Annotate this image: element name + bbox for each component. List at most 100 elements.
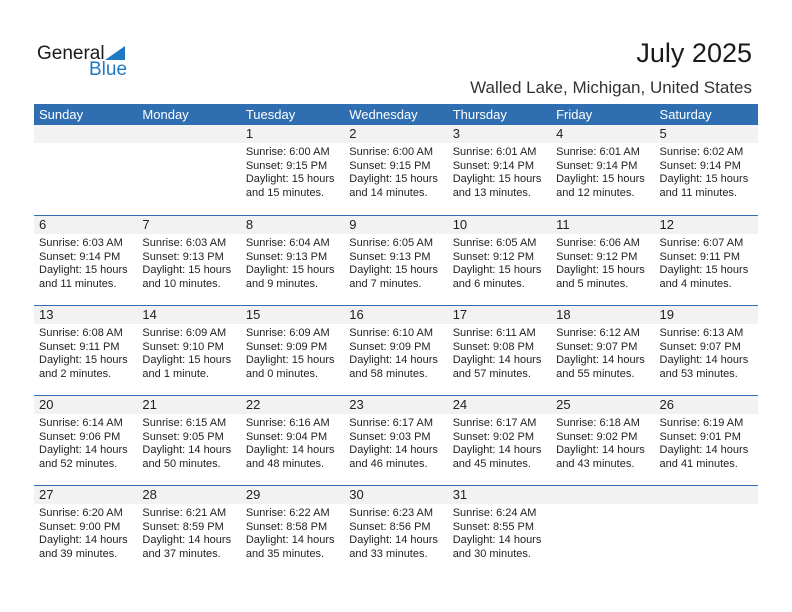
sunrise-text: Sunrise: 6:01 AM: [452, 146, 537, 158]
day-number: 19: [659, 307, 674, 322]
sunset-text: Sunset: 8:56 PM: [349, 520, 431, 533]
sunset-text: Sunset: 9:03 PM: [349, 430, 431, 443]
sunset-text: Sunset: 9:02 PM: [556, 430, 638, 443]
daylight-text: Daylight: 14 hours: [556, 444, 645, 456]
sunset-text: Sunset: 9:13 PM: [245, 250, 328, 263]
date-strip: [34, 216, 758, 234]
sunrise-text: Sunrise: 6:16 AM: [245, 417, 330, 429]
date-strip: [34, 306, 758, 324]
daylight-minutes-text: and 35 minutes.: [245, 547, 325, 560]
day-cell: 27 Sunrise: 6:20 AM Sunset: 9:00 PM Dayl…: [34, 486, 137, 561]
day-info: Sunrise: 6:12 AM Sunset: 9:07 PM Dayligh…: [556, 327, 654, 381]
weekday-saturday: Saturday: [659, 107, 712, 122]
daylight-minutes-text: and 58 minutes.: [349, 367, 428, 380]
sunrise-text: Sunrise: 6:17 AM: [452, 417, 537, 429]
day-number: 21: [142, 397, 157, 412]
day-number: 16: [349, 307, 364, 322]
day-cell: 29 Sunrise: 6:22 AM Sunset: 8:58 PM Dayl…: [241, 486, 344, 561]
sunset-text: Sunset: 9:08 PM: [452, 340, 535, 353]
daylight-minutes-text: and 48 minutes.: [245, 457, 325, 470]
sunset-text: Sunset: 9:12 PM: [556, 250, 638, 263]
sunrise-text: Sunrise: 6:11 AM: [452, 327, 536, 339]
date-strip: [34, 486, 758, 504]
daylight-text: Daylight: 14 hours: [349, 534, 438, 546]
day-cell: 9 Sunrise: 6:05 AM Sunset: 9:13 PM Dayli…: [344, 216, 447, 291]
day-info: Sunrise: 6:14 AM Sunset: 9:06 PM Dayligh…: [39, 417, 137, 471]
day-number: 27: [39, 487, 54, 502]
day-number: 17: [452, 307, 468, 322]
day-info: Sunrise: 6:19 AM Sunset: 9:01 PM Dayligh…: [660, 417, 758, 471]
day-cell: 5 Sunrise: 6:02 AM Sunset: 9:14 PM Dayli…: [655, 125, 758, 200]
sunset-text: Sunset: 9:12 PM: [452, 250, 535, 263]
day-cell: 14 Sunrise: 6:09 AM Sunset: 9:10 PM Dayl…: [137, 306, 240, 381]
daylight-minutes-text: and 45 minutes.: [452, 457, 531, 470]
day-info: Sunrise: 6:06 AM Sunset: 9:12 PM Dayligh…: [556, 237, 654, 291]
day-info: Sunrise: 6:05 AM Sunset: 9:13 PM Dayligh…: [349, 237, 447, 291]
day-info: Sunrise: 6:23 AM Sunset: 8:56 PM Dayligh…: [349, 507, 447, 561]
week-cells: 6 Sunrise: 6:03 AM Sunset: 9:14 PM Dayli…: [34, 216, 758, 291]
sunset-text: Sunset: 9:15 PM: [349, 159, 431, 172]
daylight-text: Daylight: 15 hours: [245, 354, 335, 366]
daylight-minutes-text: and 55 minutes.: [556, 367, 635, 380]
daylight-text: Daylight: 15 hours: [452, 173, 542, 185]
sunrise-text: Sunrise: 6:19 AM: [659, 417, 744, 429]
general-blue-logo: General Blue: [37, 43, 137, 83]
sunset-text: Sunset: 9:01 PM: [659, 430, 741, 443]
day-cell: 3 Sunrise: 6:01 AM Sunset: 9:14 PM Dayli…: [448, 125, 551, 200]
day-info: Sunrise: 6:16 AM Sunset: 9:04 PM Dayligh…: [246, 417, 344, 471]
day-cell: 1 Sunrise: 6:00 AM Sunset: 9:15 PM Dayli…: [241, 125, 344, 200]
sunrise-text: Sunrise: 6:22 AM: [245, 507, 330, 519]
sunrise-text: Sunrise: 6:10 AM: [349, 327, 434, 339]
daylight-text: Daylight: 14 hours: [452, 354, 542, 366]
sunset-text: Sunset: 8:55 PM: [452, 520, 535, 533]
daylight-text: Daylight: 14 hours: [349, 354, 438, 366]
daylight-text: Daylight: 15 hours: [142, 264, 232, 276]
daylight-text: Daylight: 14 hours: [659, 444, 749, 456]
daylight-text: Daylight: 14 hours: [245, 534, 335, 546]
day-number: 9: [349, 217, 357, 232]
day-cell: 15 Sunrise: 6:09 AM Sunset: 9:09 PM Dayl…: [241, 306, 344, 381]
day-number: 29: [245, 487, 261, 502]
week-row: 27 Sunrise: 6:20 AM Sunset: 9:00 PM Dayl…: [34, 485, 758, 575]
day-cell: [34, 125, 137, 200]
daylight-text: Daylight: 14 hours: [659, 354, 749, 366]
sunset-text: Sunset: 8:58 PM: [245, 520, 328, 533]
day-cell: 13 Sunrise: 6:08 AM Sunset: 9:11 PM Dayl…: [34, 306, 137, 381]
weekday-friday: Friday: [556, 107, 593, 122]
day-info: Sunrise: 6:10 AM Sunset: 9:09 PM Dayligh…: [349, 327, 447, 381]
sunrise-text: Sunrise: 6:08 AM: [39, 327, 123, 339]
daylight-text: Daylight: 14 hours: [556, 354, 645, 366]
weekday-monday: Monday: [142, 107, 189, 122]
sunset-text: Sunset: 9:11 PM: [39, 340, 120, 353]
day-info: Sunrise: 6:04 AM Sunset: 9:13 PM Dayligh…: [246, 237, 344, 291]
day-cell: 23 Sunrise: 6:17 AM Sunset: 9:03 PM Dayl…: [344, 396, 447, 471]
sunset-text: Sunset: 9:13 PM: [142, 250, 224, 263]
daylight-text: Daylight: 15 hours: [659, 264, 749, 276]
daylight-minutes-text: and 33 minutes.: [349, 547, 428, 560]
day-number: 26: [659, 397, 674, 412]
sunrise-text: Sunrise: 6:04 AM: [245, 237, 330, 249]
sunrise-text: Sunrise: 6:00 AM: [349, 146, 434, 158]
sunset-text: Sunset: 9:02 PM: [452, 430, 535, 443]
sunset-text: Sunset: 9:09 PM: [349, 340, 431, 353]
day-info: Sunrise: 6:00 AM Sunset: 9:15 PM Dayligh…: [349, 146, 447, 200]
daylight-minutes-text: and 50 minutes.: [142, 457, 221, 470]
sunset-text: Sunset: 9:14 PM: [556, 159, 638, 172]
sunset-text: Sunset: 9:09 PM: [245, 340, 328, 353]
daylight-text: Daylight: 15 hours: [142, 354, 232, 366]
day-number: 4: [556, 126, 564, 141]
sunset-text: Sunset: 9:07 PM: [659, 340, 741, 353]
day-cell: 8 Sunrise: 6:04 AM Sunset: 9:13 PM Dayli…: [241, 216, 344, 291]
week-cells: 13 Sunrise: 6:08 AM Sunset: 9:11 PM Dayl…: [34, 306, 758, 381]
day-info: Sunrise: 6:18 AM Sunset: 9:02 PM Dayligh…: [556, 417, 654, 471]
daylight-minutes-text: and 1 minute.: [142, 367, 210, 380]
day-info: Sunrise: 6:05 AM Sunset: 9:12 PM Dayligh…: [453, 237, 551, 291]
sunset-text: Sunset: 9:15 PM: [245, 159, 328, 172]
daylight-text: Daylight: 15 hours: [556, 264, 645, 276]
week-row: 13 Sunrise: 6:08 AM Sunset: 9:11 PM Dayl…: [34, 305, 758, 395]
sunset-text: Sunset: 9:04 PM: [245, 430, 328, 443]
sunrise-text: Sunrise: 6:06 AM: [556, 237, 640, 249]
week-row: 1 Sunrise: 6:00 AM Sunset: 9:15 PM Dayli…: [34, 125, 758, 215]
weekday-header: Sunday Monday Tuesday Wednesday Thursday Frid…: [34, 104, 758, 125]
sunrise-text: Sunrise: 6:00 AM: [245, 146, 330, 158]
